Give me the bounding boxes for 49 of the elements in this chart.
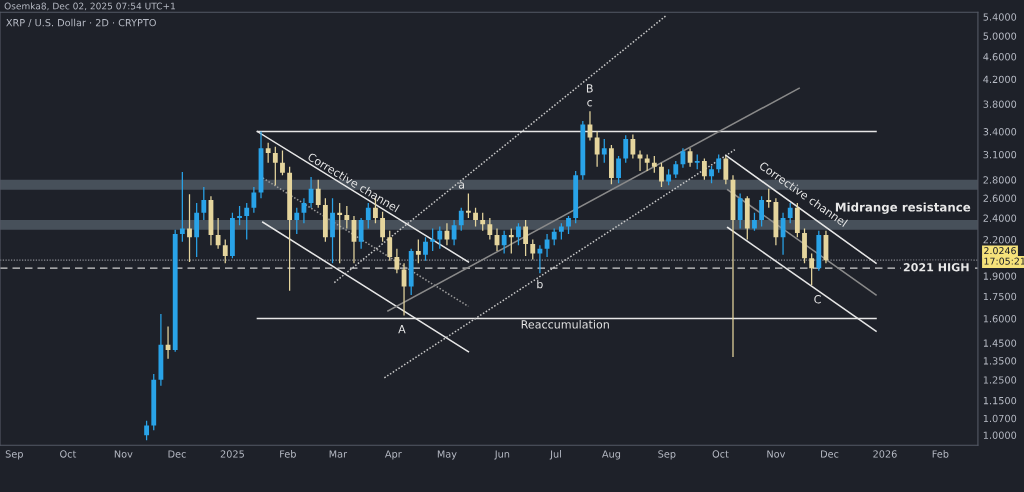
y-tick-label: 2.4000 [983,214,1017,222]
text: Osemka8, Dec 02, 2025 07:54 UTC+1 [4,2,176,11]
annotation: A [398,325,406,334]
x-tick-label: Aug [602,450,621,460]
annotation: c [587,100,593,107]
x-tick-label: Feb [932,450,949,458]
x-tick-label: Sep [5,450,23,460]
y-tick-label: 4.6000 [983,53,1017,61]
x-tick-label: May [437,450,457,460]
ref-line-label: 2021 HIGH [903,263,969,272]
annotation: B [586,84,593,93]
x-tick-label: Dec [821,450,839,458]
annotation: a [458,182,464,189]
x-tick-label: Oct [60,450,77,458]
y-tick-label: 1.1500 [983,396,1017,405]
x-tick-label: Feb [280,450,296,458]
y-tick-label: 1.3500 [983,357,1017,365]
y-tick-label: 1.9000 [983,272,1017,280]
y-tick-label: 3.1000 [983,150,1017,159]
y-tick-label: 2.8000 [983,176,1017,184]
x-tick-label: Jul [549,450,561,460]
y-tick-label: 4.2000 [983,75,1017,84]
x-tick-label: Jun [494,450,510,460]
x-tick-label: Nov [767,450,786,458]
x-tick-label: Nov [114,450,133,458]
y-tick-label: 1.2500 [983,376,1017,384]
x-tick-label: Oct [712,450,729,458]
x-tick-label: Sep [658,450,676,460]
x-tick-label: 2026 [873,450,897,458]
y-tick-label: 1.7500 [983,292,1017,301]
y-tick-label: 1.0700 [983,414,1017,423]
y-tick-label: 3.4000 [983,128,1017,136]
x-tick-label: 2025 [220,450,244,458]
y-tick-label: 5.4000 [983,13,1017,21]
text: XRP / U.S. Dollar · 2D · CRYPTO [6,18,156,28]
x-tick-label: Dec [168,450,186,458]
y-tick-label: 1.6000 [983,315,1017,323]
y-tick-label: 2.6000 [983,194,1017,202]
y-tick-label: 3.8000 [983,100,1017,108]
y-tick-label: 1.0000 [983,431,1017,439]
annotation: Reaccumulation [521,319,609,329]
ref-line-label: 2.0246 [984,247,1016,255]
annotation: C [814,295,821,304]
annotation: b [537,279,543,289]
y-tick-label: 5.0000 [983,32,1017,40]
x-tick-label: Mar [329,450,348,458]
x-tick-label: Apr [384,450,402,460]
y-tick-label: 1.4500 [983,339,1017,347]
y-tick-label: 2.2000 [983,236,1017,244]
